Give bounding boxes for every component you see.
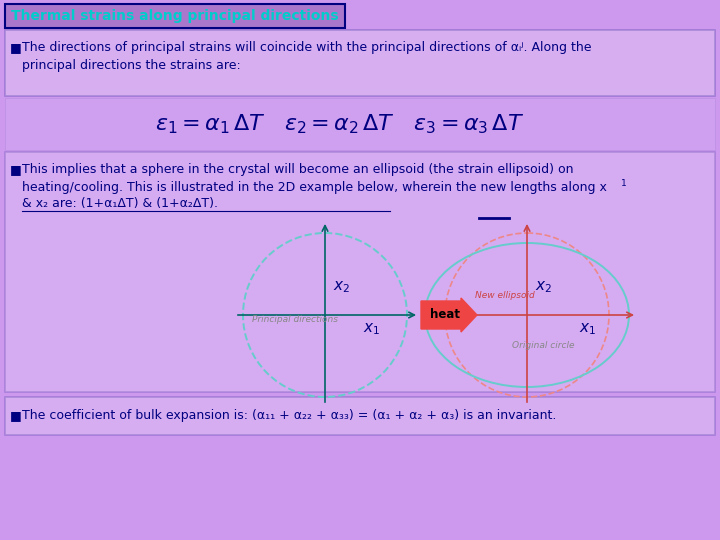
Text: heat: heat xyxy=(430,308,460,321)
Text: $x_1$: $x_1$ xyxy=(579,321,596,337)
Bar xyxy=(5,152,715,392)
Text: & x₂ are: (1+α₁ΔT) & (1+α₂ΔT).: & x₂ are: (1+α₁ΔT) & (1+α₂ΔT). xyxy=(22,198,218,211)
Text: $x_2$: $x_2$ xyxy=(333,279,350,295)
Bar xyxy=(5,30,715,96)
Text: ■: ■ xyxy=(10,409,22,422)
Text: ■: ■ xyxy=(10,164,22,177)
Text: Principal directions: Principal directions xyxy=(252,315,338,325)
Bar xyxy=(5,98,715,150)
Text: This implies that a sphere in the crystal will become an ellipsoid (the strain e: This implies that a sphere in the crysta… xyxy=(22,164,574,177)
Bar xyxy=(5,4,345,28)
Text: heating/cooling. This is illustrated in the 2D example below, wherein the new le: heating/cooling. This is illustrated in … xyxy=(22,180,607,193)
Text: principal directions the strains are:: principal directions the strains are: xyxy=(22,58,240,71)
Text: New ellipsoid: New ellipsoid xyxy=(475,291,535,300)
Text: Original circle: Original circle xyxy=(512,341,575,349)
Text: $x_1$: $x_1$ xyxy=(363,321,380,337)
Text: $\varepsilon_1 = \alpha_1\,\Delta T \quad \varepsilon_2 = \alpha_2\,\Delta T \qu: $\varepsilon_1 = \alpha_1\,\Delta T \qua… xyxy=(156,112,525,136)
Text: ■: ■ xyxy=(10,42,22,55)
Text: The directions of principal strains will coincide with the principal directions : The directions of principal strains will… xyxy=(22,42,592,55)
Text: Thermal strains along principal directions: Thermal strains along principal directio… xyxy=(11,9,338,23)
Text: $x_2$: $x_2$ xyxy=(535,279,552,295)
Text: The coefficient of bulk expansion is: (α₁₁ + α₂₂ + α₃₃) = (α₁ + α₂ + α₃) is an i: The coefficient of bulk expansion is: (α… xyxy=(22,409,557,422)
Bar xyxy=(5,397,715,435)
Text: 1: 1 xyxy=(621,179,626,187)
FancyArrow shape xyxy=(421,298,477,332)
